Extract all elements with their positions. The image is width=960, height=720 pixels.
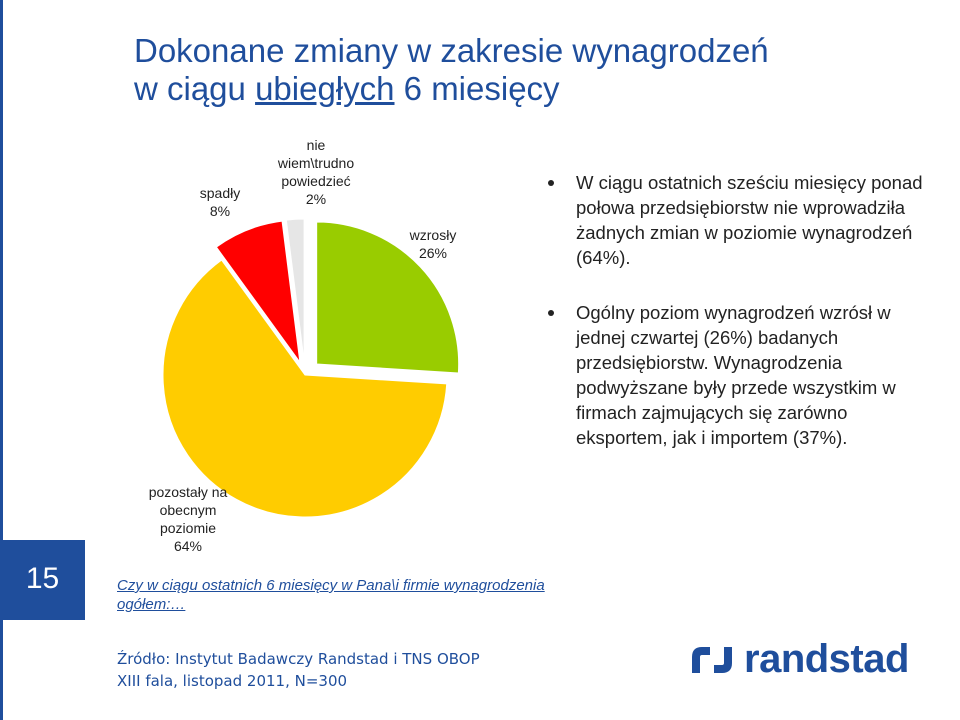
bullet-dot-icon (548, 310, 554, 316)
bullet-dot-icon (548, 180, 554, 186)
label-spadly: spadły 8% (199, 185, 241, 219)
pie-slice-1 (316, 221, 460, 374)
randstad-logo: randstad (690, 637, 909, 682)
bullet-list: W ciągu ostatnich sześciu miesięcy ponad… (548, 170, 938, 480)
left-accent-bar (0, 0, 3, 720)
randstad-logo-word: randstad (744, 637, 909, 681)
page-title: Dokonane zmiany w zakresie wynagrodzeń w… (134, 32, 934, 108)
title-line-2: w ciągu ubiegłych 6 miesięcy (134, 70, 560, 107)
source-note: Źródło: Instytut Badawczy Randstad i TNS… (117, 650, 480, 690)
label-nie-wiem: nie wiem\trudno powiedzieć 2% (277, 137, 355, 207)
title-line-1: Dokonane zmiany w zakresie wynagrodzeń (134, 32, 769, 69)
label-wzrosly: wzrosły 26% (409, 227, 457, 261)
pie-slice-2 (162, 259, 448, 518)
bullet-item: W ciągu ostatnich sześciu miesięcy ponad… (548, 170, 938, 270)
pie-slice-3 (215, 220, 301, 363)
survey-question: Czy w ciągu ostatnich 6 miesięcy w Pana\… (117, 577, 545, 613)
page-number: 15 (0, 540, 85, 620)
pie-slice-4 (285, 218, 305, 362)
randstad-logo-icon (692, 646, 732, 673)
label-pozostaly: pozostały na obecnym poziomie 64% (148, 484, 228, 554)
title-underlined-word: ubiegłych (255, 70, 395, 107)
bullet-item: Ogólny poziom wynagrodzeń wzrósł w jedne… (548, 300, 938, 450)
